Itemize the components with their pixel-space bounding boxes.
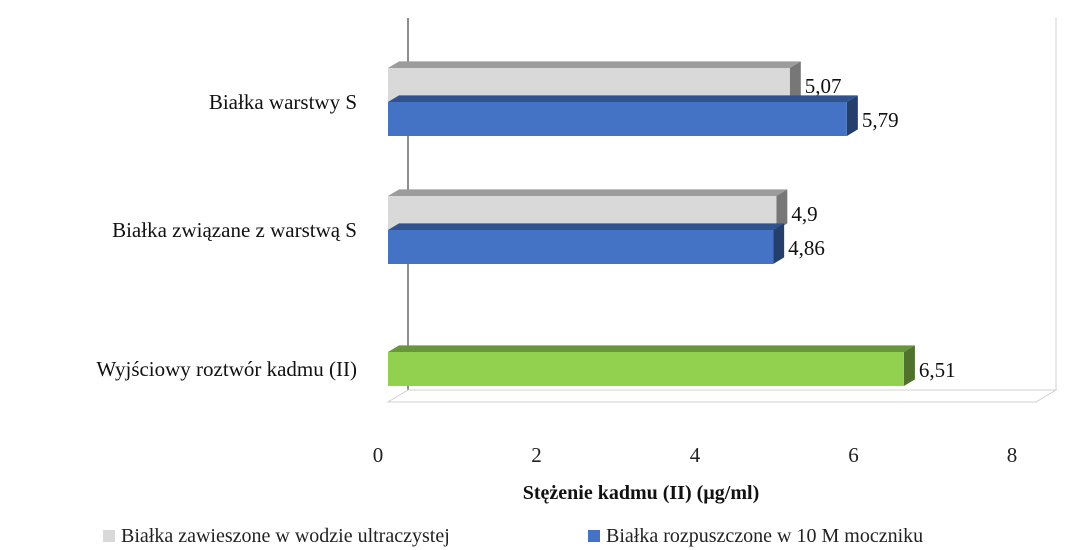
- bar-top-face: [388, 223, 785, 230]
- bar-side-face: [846, 95, 858, 136]
- bar-side-face: [773, 223, 785, 264]
- bar: [388, 230, 774, 264]
- legend-swatch: [103, 530, 115, 542]
- bar-side-face: [903, 345, 915, 386]
- legend-swatch: [588, 530, 600, 542]
- x-axis-title: Stężenie kadmu (II) (µg/ml): [523, 482, 760, 504]
- x-tick-label: 2: [531, 443, 542, 467]
- bar-side-face: [776, 189, 788, 230]
- legend-label: Białka rozpuszczone w 10 M moczniku: [606, 525, 923, 547]
- x-tick-label: 0: [373, 443, 384, 467]
- x-tick-label: 4: [690, 443, 701, 467]
- bar-top-face: [388, 189, 788, 196]
- bar: [388, 352, 904, 386]
- bar-side-face: [789, 61, 801, 102]
- data-label: 4,9: [791, 202, 817, 226]
- legend-label: Białka zawieszone w wodzie ultraczystej: [121, 525, 450, 547]
- floor: [386, 389, 1058, 403]
- bar-top-face: [388, 95, 858, 102]
- bar: [388, 102, 847, 136]
- bar-top-face: [388, 345, 915, 352]
- category-label: Białka związane z warstwą S: [112, 218, 357, 242]
- data-label: 4,86: [788, 236, 825, 260]
- x-tick-label: 8: [1007, 443, 1018, 467]
- x-tick-label: 6: [848, 443, 859, 467]
- data-label: 5,07: [805, 74, 842, 98]
- data-label: 6,51: [919, 358, 956, 382]
- category-label: Białka warstwy S: [209, 90, 357, 114]
- category-label: Wyjściowy roztwór kadmu (II): [96, 357, 357, 381]
- data-label: 5,79: [862, 108, 899, 132]
- bar-top-face: [388, 61, 801, 68]
